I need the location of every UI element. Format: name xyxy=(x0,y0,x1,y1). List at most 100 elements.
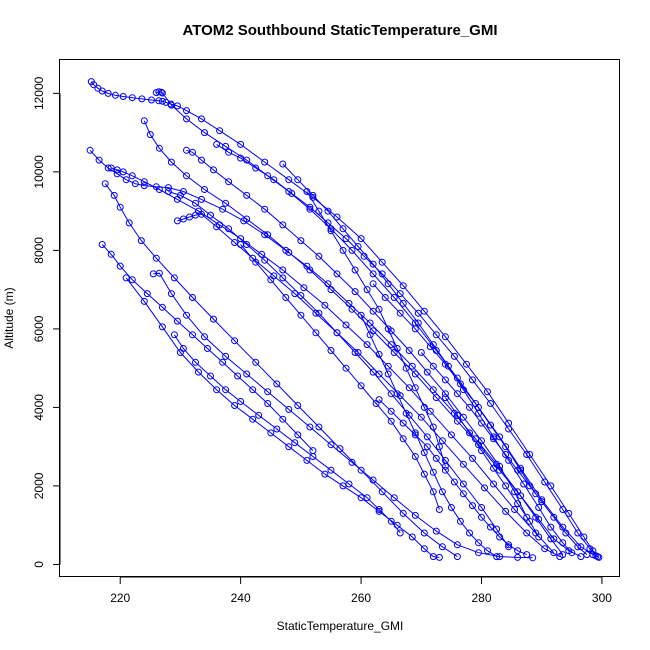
data-point xyxy=(294,402,302,409)
data-point xyxy=(432,454,440,462)
data-point xyxy=(128,172,136,180)
data-point xyxy=(402,364,410,372)
data-point xyxy=(429,362,437,370)
data-point xyxy=(315,252,323,260)
data-point xyxy=(119,93,127,100)
x-tick-label: 220 xyxy=(110,591,130,605)
data-point xyxy=(423,443,431,451)
data-point xyxy=(478,513,485,521)
data-point xyxy=(432,527,440,535)
data-point xyxy=(111,91,119,99)
data-point xyxy=(463,360,470,368)
data-point xyxy=(369,280,377,288)
data-point xyxy=(315,423,323,431)
data-point xyxy=(487,421,494,429)
data-point xyxy=(490,435,497,443)
data-point xyxy=(342,321,350,329)
data-point xyxy=(441,394,449,402)
data-point xyxy=(453,390,461,398)
y-tick-label: 0 xyxy=(32,561,46,568)
data-point xyxy=(279,221,287,229)
data-point xyxy=(505,541,513,549)
data-point xyxy=(375,507,383,515)
series-8 xyxy=(107,164,558,557)
data-point xyxy=(535,504,543,511)
data-point xyxy=(387,517,395,525)
data-point xyxy=(357,235,365,243)
data-point xyxy=(399,435,407,443)
data-point xyxy=(125,219,133,227)
data-point xyxy=(255,411,263,419)
series-line xyxy=(240,244,440,510)
data-point xyxy=(104,89,112,97)
series-15 xyxy=(279,160,576,557)
data-point xyxy=(435,443,443,451)
data-point xyxy=(450,352,458,360)
data-point xyxy=(321,470,329,478)
data-point xyxy=(378,258,386,266)
data-point xyxy=(493,525,501,533)
data-point xyxy=(411,370,419,378)
data-point xyxy=(378,270,386,278)
x-axis: 220 240 260 280 300 xyxy=(110,576,612,605)
data-point xyxy=(297,237,305,245)
data-point xyxy=(186,213,193,221)
data-point xyxy=(375,370,383,378)
series-line xyxy=(90,81,599,557)
data-point xyxy=(426,343,434,351)
data-point xyxy=(201,333,208,341)
data-point xyxy=(170,274,178,282)
data-point xyxy=(366,319,374,327)
data-point xyxy=(538,496,546,504)
y-axis-label: Altitude (m) xyxy=(2,287,16,348)
data-point xyxy=(195,368,202,376)
data-point xyxy=(207,211,214,219)
data-point xyxy=(577,553,585,561)
data-point xyxy=(478,419,485,427)
data-point xyxy=(432,331,440,339)
data-point xyxy=(487,400,494,407)
data-point xyxy=(315,207,323,215)
data-point xyxy=(387,341,395,349)
data-point xyxy=(574,529,582,537)
data-point xyxy=(411,384,419,392)
data-point xyxy=(291,290,299,298)
series-line xyxy=(378,399,527,556)
series-line xyxy=(104,183,458,558)
data-point xyxy=(137,237,145,245)
data-point xyxy=(514,553,522,561)
data-point xyxy=(405,347,413,354)
data-point xyxy=(490,480,497,488)
data-point xyxy=(390,294,398,301)
data-point xyxy=(447,431,455,439)
data-point xyxy=(475,539,482,547)
data-point xyxy=(469,502,476,510)
data-point xyxy=(511,506,519,513)
data-point xyxy=(420,529,428,537)
data-point xyxy=(155,97,163,105)
data-point xyxy=(216,127,224,135)
data-point xyxy=(195,207,202,215)
data-point xyxy=(387,417,395,425)
data-point xyxy=(453,553,461,561)
data-point xyxy=(408,533,416,541)
data-point xyxy=(502,451,510,458)
data-point xyxy=(592,552,600,560)
data-point xyxy=(411,431,419,439)
data-point xyxy=(279,266,287,274)
data-point xyxy=(363,341,371,349)
data-point xyxy=(493,553,501,561)
data-point xyxy=(384,370,392,378)
data-point xyxy=(198,115,205,123)
series-10 xyxy=(213,140,600,560)
data-point xyxy=(453,411,461,419)
data-point xyxy=(312,329,320,337)
data-point xyxy=(459,480,467,488)
data-point xyxy=(291,439,299,447)
data-point xyxy=(363,286,371,294)
data-point xyxy=(429,423,437,431)
data-point xyxy=(550,535,558,543)
data-point xyxy=(469,376,476,384)
data-point xyxy=(562,529,570,537)
